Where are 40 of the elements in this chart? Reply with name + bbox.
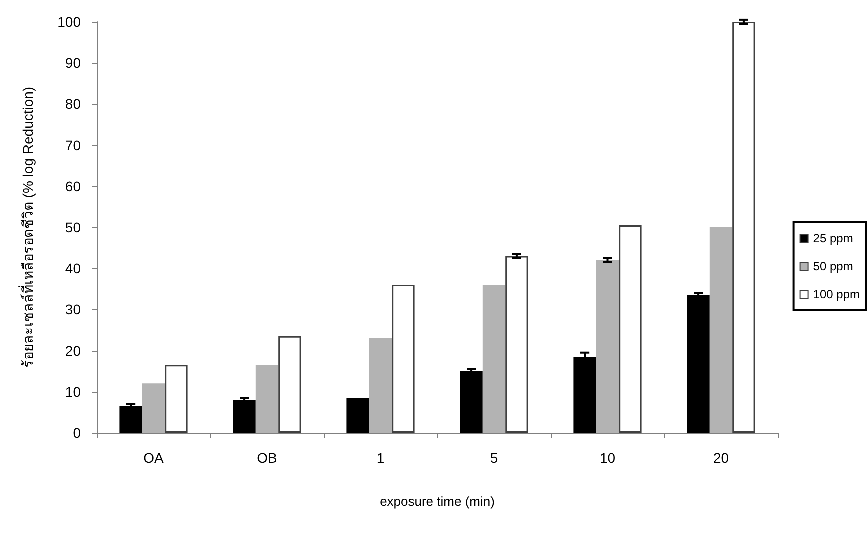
bar	[165, 365, 188, 433]
bar	[278, 336, 302, 433]
x-tick-label: 20	[713, 450, 730, 466]
legend-label: 50 ppm	[813, 260, 854, 274]
bar	[574, 356, 596, 433]
legend-label: 25 ppm	[813, 232, 854, 246]
y-axis-title: ร้อยละเซลล์ที่เหลือรอดชีวิต (% log Reduction)	[19, 86, 36, 368]
bar	[120, 406, 142, 433]
x-tick-label: 1	[376, 450, 385, 466]
bar	[619, 225, 642, 433]
y-tick-label: 100	[58, 14, 82, 30]
x-axis-title: exposure time (min)	[380, 494, 495, 509]
y-tick-label: 70	[65, 137, 82, 154]
x-tick-label: 10	[600, 450, 616, 466]
y-tick-label: 10	[65, 384, 82, 400]
bar	[732, 22, 756, 433]
bar	[482, 285, 506, 433]
y-tick-label: 60	[65, 178, 82, 194]
x-tick-label: OB	[257, 450, 278, 466]
bar	[710, 228, 733, 433]
bar	[346, 398, 370, 433]
bar	[460, 371, 483, 433]
y-tick-label: 50	[65, 220, 82, 236]
bar	[369, 338, 392, 433]
bar	[142, 384, 166, 433]
bar	[233, 400, 256, 433]
y-tick-label: 90	[65, 55, 82, 72]
y-tick-label: 0	[73, 425, 82, 441]
y-tick-label: 30	[65, 302, 82, 318]
bar	[392, 285, 415, 433]
bar	[506, 256, 528, 433]
legend-label: 100 ppm	[813, 288, 860, 302]
y-tick-label: 40	[65, 260, 82, 277]
bar	[596, 260, 620, 433]
y-tick-label: 80	[65, 96, 82, 112]
bar	[687, 295, 710, 433]
bar	[256, 365, 279, 433]
y-tick-label: 20	[65, 342, 82, 359]
x-tick-label: 5	[490, 450, 498, 466]
x-tick-label: OA	[144, 450, 165, 466]
